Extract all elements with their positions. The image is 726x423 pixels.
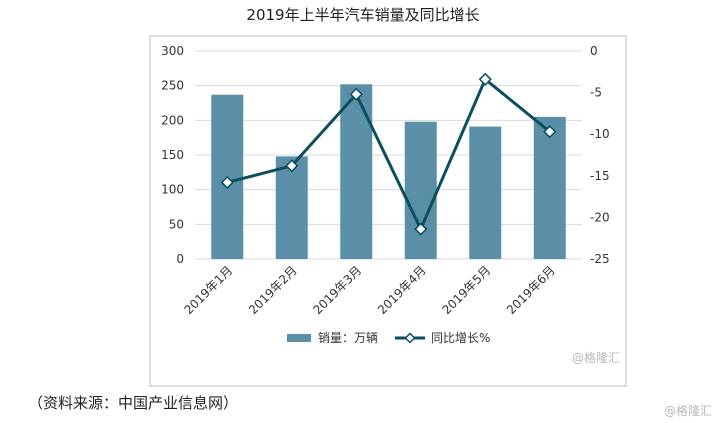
left-tick-label: 0 xyxy=(176,252,184,266)
bar-series xyxy=(211,84,566,260)
x-tick-label: 2019年2月 xyxy=(246,263,300,317)
x-axis: 2019年1月 2019年2月 2019年3月 2019年4月 2019年5月 2019年… xyxy=(181,263,557,317)
right-tick-label: -5 xyxy=(590,86,602,100)
left-tick-label: 50 xyxy=(169,217,184,231)
bar xyxy=(469,126,502,259)
bar xyxy=(275,156,308,259)
x-tick-label: 2019年3月 xyxy=(310,263,364,317)
x-tick-label: 2019年5月 xyxy=(439,263,493,317)
right-tick-label: 0 xyxy=(590,44,598,58)
left-tick-label: 300 xyxy=(161,44,184,58)
legend-bar-swatch xyxy=(287,334,311,342)
x-tick-label: 2019年6月 xyxy=(504,263,558,317)
line-path xyxy=(226,76,551,233)
watermark: @格隆汇 xyxy=(664,404,713,418)
right-tick-label: -15 xyxy=(590,169,610,183)
legend: 销量：万辆 同比增长% xyxy=(287,331,490,345)
bar xyxy=(404,121,437,259)
left-tick-label: 200 xyxy=(161,113,184,127)
line-point xyxy=(414,222,428,236)
line-point xyxy=(285,159,299,173)
plot-frame xyxy=(149,35,627,387)
chart-title: 2019年上半年汽车销量及同比增长 xyxy=(246,6,479,24)
legend-line-marker xyxy=(404,332,416,344)
left-tick-label: 100 xyxy=(161,183,184,197)
legend-line-label: 同比增长% xyxy=(431,331,490,345)
gridlines xyxy=(195,50,582,260)
right-tick-label: -20 xyxy=(590,210,610,224)
watermark: @格隆汇 xyxy=(572,351,621,365)
x-tick-label: 2019年4月 xyxy=(375,263,429,317)
bar xyxy=(533,116,566,259)
source-note: （资料来源：中国产业信息网） xyxy=(28,394,239,412)
bar xyxy=(340,84,373,259)
x-tick-label: 2019年1月 xyxy=(181,263,235,317)
right-tick-label: -25 xyxy=(590,252,610,266)
legend-bar-label: 销量：万辆 xyxy=(318,331,378,345)
line-point xyxy=(543,125,557,139)
line-point xyxy=(349,87,363,101)
left-axis: 0 50 100 150 200 250 300 xyxy=(161,44,184,266)
line-point xyxy=(478,72,492,86)
left-tick-label: 250 xyxy=(161,79,184,93)
right-axis: 0 -5 -10 -15 -20 -25 xyxy=(590,44,610,266)
right-tick-label: -10 xyxy=(590,127,610,141)
left-tick-label: 150 xyxy=(161,148,184,162)
line-series xyxy=(220,72,557,236)
line-point xyxy=(220,175,234,190)
